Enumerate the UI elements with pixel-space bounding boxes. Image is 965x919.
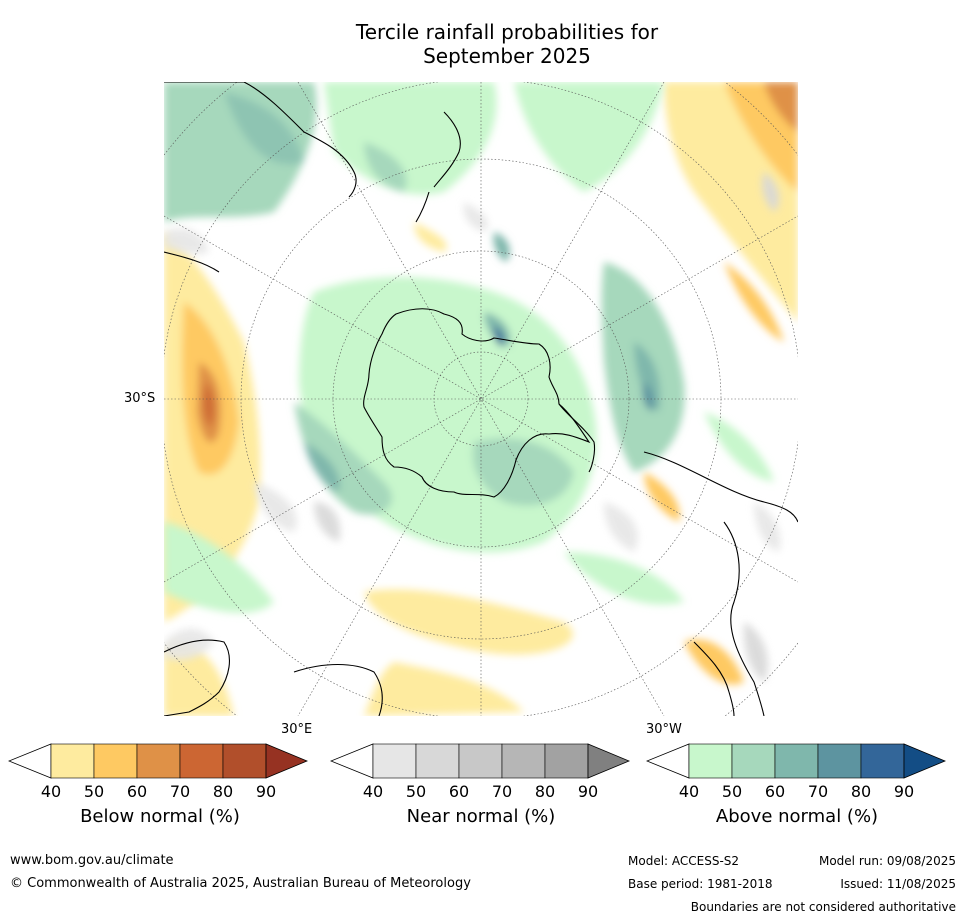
colorbar-segment — [774, 743, 819, 779]
colorbar-tick-label: 60 — [448, 782, 470, 801]
colorbar-tick-label: 50 — [405, 782, 427, 801]
colorbar-below-normal-svg — [8, 743, 308, 779]
footer-model-run: Model run: 09/08/2025 — [818, 854, 956, 868]
footer-url[interactable]: www.bom.gov.au/climate — [10, 853, 174, 868]
colorbar-tick-label: 60 — [764, 782, 786, 801]
lon-label-30w: 30°W — [646, 722, 682, 737]
colorbar-segment — [372, 743, 417, 779]
colorbar-segment — [93, 743, 138, 779]
colorbar-segment — [458, 743, 503, 779]
colorbar-below-normal-label: Below normal (%) — [80, 806, 240, 827]
colorbar-tick-label: 90 — [255, 782, 277, 801]
colorbar-extend-high — [265, 743, 308, 779]
colorbar-segment — [544, 743, 589, 779]
colorbar-segment — [222, 743, 267, 779]
title-line-2: September 2025 — [423, 44, 591, 68]
colorbar-segment — [136, 743, 181, 779]
colorbar-tick-label: 70 — [807, 782, 829, 801]
colorbar-tick-label: 80 — [850, 782, 872, 801]
colorbar-tick-label: 40 — [40, 782, 62, 801]
colorbar-tick-label: 50 — [83, 782, 105, 801]
footer-model: Model: ACCESS-S2 — [628, 854, 740, 868]
lon-label-30e: 30°E — [281, 722, 313, 737]
colorbar-near-normal-label: Near normal (%) — [406, 806, 556, 827]
colorbar-segment — [817, 743, 862, 779]
colorbar-tick-label: 80 — [212, 782, 234, 801]
colorbar-segment — [731, 743, 776, 779]
colorbar-segment — [179, 743, 224, 779]
colorbar-segment — [860, 743, 905, 779]
colorbar-above-normal-label: Above normal (%) — [715, 806, 879, 827]
colorbar-extend-low — [646, 743, 690, 779]
below-normal-regions — [164, 82, 798, 716]
colorbar-near-normal-svg — [330, 743, 630, 779]
near-normal-regions — [164, 172, 781, 682]
lat-label-30s: 30°S — [124, 391, 156, 406]
colorbar-tick-label: 40 — [678, 782, 700, 801]
colorbar-above-normal — [646, 743, 946, 783]
colorbar-extend-low — [330, 743, 374, 779]
colorbar-segment — [501, 743, 546, 779]
colorbar-tick-label: 70 — [491, 782, 513, 801]
title-line-1: Tercile rainfall probabilities for — [355, 20, 659, 44]
colorbar-tick-label: 80 — [534, 782, 556, 801]
rainfall-probability-map[interactable] — [164, 82, 798, 716]
colorbar-segment — [50, 743, 95, 779]
colorbar-extend-high — [903, 743, 946, 779]
colorbar-extend-low — [8, 743, 52, 779]
colorbar-tick-label: 90 — [893, 782, 915, 801]
colorbar-segment — [415, 743, 460, 779]
colorbar-tick-label: 40 — [362, 782, 384, 801]
colorbar-extend-high — [587, 743, 630, 779]
footer-disclaimer: Boundaries are not considered authoritat… — [690, 900, 956, 914]
above-normal-regions — [164, 82, 774, 613]
footer-issued: Issued: 11/08/2025 — [840, 877, 956, 891]
colorbar-segment — [688, 743, 733, 779]
colorbar-tick-label: 70 — [169, 782, 191, 801]
footer-copyright: © Commonwealth of Australia 2025, Austra… — [10, 876, 471, 891]
colorbar-tick-label: 60 — [126, 782, 148, 801]
footer-base-period: Base period: 1981-2018 — [628, 877, 773, 891]
coastlines — [164, 82, 798, 716]
colorbar-tick-label: 50 — [721, 782, 743, 801]
colorbar-below-normal — [8, 743, 308, 783]
colorbar-above-normal-svg — [646, 743, 946, 779]
colorbar-near-normal — [330, 743, 630, 783]
chart-title: Tercile rainfall probabilities for Septe… — [0, 20, 965, 68]
colorbar-tick-label: 90 — [577, 782, 599, 801]
graticule — [164, 82, 798, 716]
